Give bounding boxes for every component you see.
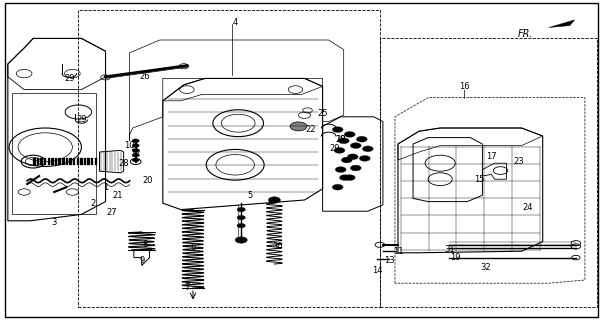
Bar [48,158,50,165]
Text: 23: 23 [513,157,524,166]
Text: 16: 16 [459,82,470,91]
Bar [62,158,65,165]
Circle shape [335,167,346,172]
Text: 2: 2 [91,199,96,208]
Circle shape [237,223,245,228]
Text: 1: 1 [103,183,108,192]
Bar [44,158,46,165]
Bar [66,158,68,165]
Bar [51,158,54,165]
Text: 20: 20 [142,176,153,185]
Circle shape [132,153,139,157]
Bar [40,158,43,165]
Text: 19: 19 [450,253,461,262]
Circle shape [341,157,352,163]
Circle shape [332,127,343,132]
Circle shape [356,136,367,142]
Text: 28: 28 [118,159,129,168]
Text: 6: 6 [191,244,195,252]
Circle shape [350,165,361,171]
Circle shape [338,138,349,144]
Text: 3: 3 [52,218,57,227]
Text: 12: 12 [130,149,141,158]
Circle shape [132,144,139,148]
Circle shape [132,158,139,162]
Text: 18: 18 [335,135,346,144]
Bar [380,38,597,307]
Text: 10: 10 [124,141,135,150]
Text: 14: 14 [371,266,382,275]
Text: 29: 29 [64,74,75,83]
Text: 8: 8 [142,240,147,249]
Bar [84,158,86,165]
Bar [78,10,380,307]
Text: FR.: FR. [518,28,534,39]
Circle shape [347,154,358,160]
Text: 4: 4 [233,18,238,27]
Bar [55,158,57,165]
Text: 9: 9 [139,256,144,265]
Bar [87,158,90,165]
Circle shape [237,207,245,212]
Text: 29: 29 [76,116,87,124]
Text: 29: 29 [329,144,340,153]
Circle shape [334,148,345,153]
Bar [58,158,61,165]
Text: 13: 13 [384,256,394,265]
Circle shape [237,215,245,220]
Text: 7: 7 [185,284,189,292]
Circle shape [132,139,139,143]
Bar [73,158,75,165]
Bar [80,158,83,165]
Circle shape [350,143,361,148]
Circle shape [235,237,247,243]
Text: 17: 17 [486,152,497,161]
Bar [77,158,79,165]
Text: 32: 32 [480,263,491,272]
Text: 22: 22 [305,125,316,134]
Bar [91,158,93,165]
Circle shape [132,148,139,152]
Text: 29: 29 [335,135,346,144]
Text: 11: 11 [393,247,403,256]
Text: 5: 5 [248,191,253,200]
Text: 15: 15 [474,175,485,184]
Circle shape [339,175,350,180]
Circle shape [332,184,343,190]
Text: 27: 27 [106,208,117,217]
Polygon shape [549,20,575,28]
Text: 31: 31 [444,245,455,254]
Bar [69,158,72,165]
Circle shape [344,175,355,180]
Circle shape [344,132,355,137]
Text: 30: 30 [272,242,283,251]
Text: 24: 24 [522,204,533,212]
Circle shape [362,146,373,152]
Circle shape [290,122,307,131]
Bar [33,158,36,165]
Text: 25: 25 [317,109,328,118]
Bar [95,158,97,165]
Bar [37,158,39,165]
Text: 26: 26 [139,72,150,81]
Text: 21: 21 [112,191,123,200]
Circle shape [268,197,280,203]
Bar [12,93,96,214]
Circle shape [359,156,370,161]
